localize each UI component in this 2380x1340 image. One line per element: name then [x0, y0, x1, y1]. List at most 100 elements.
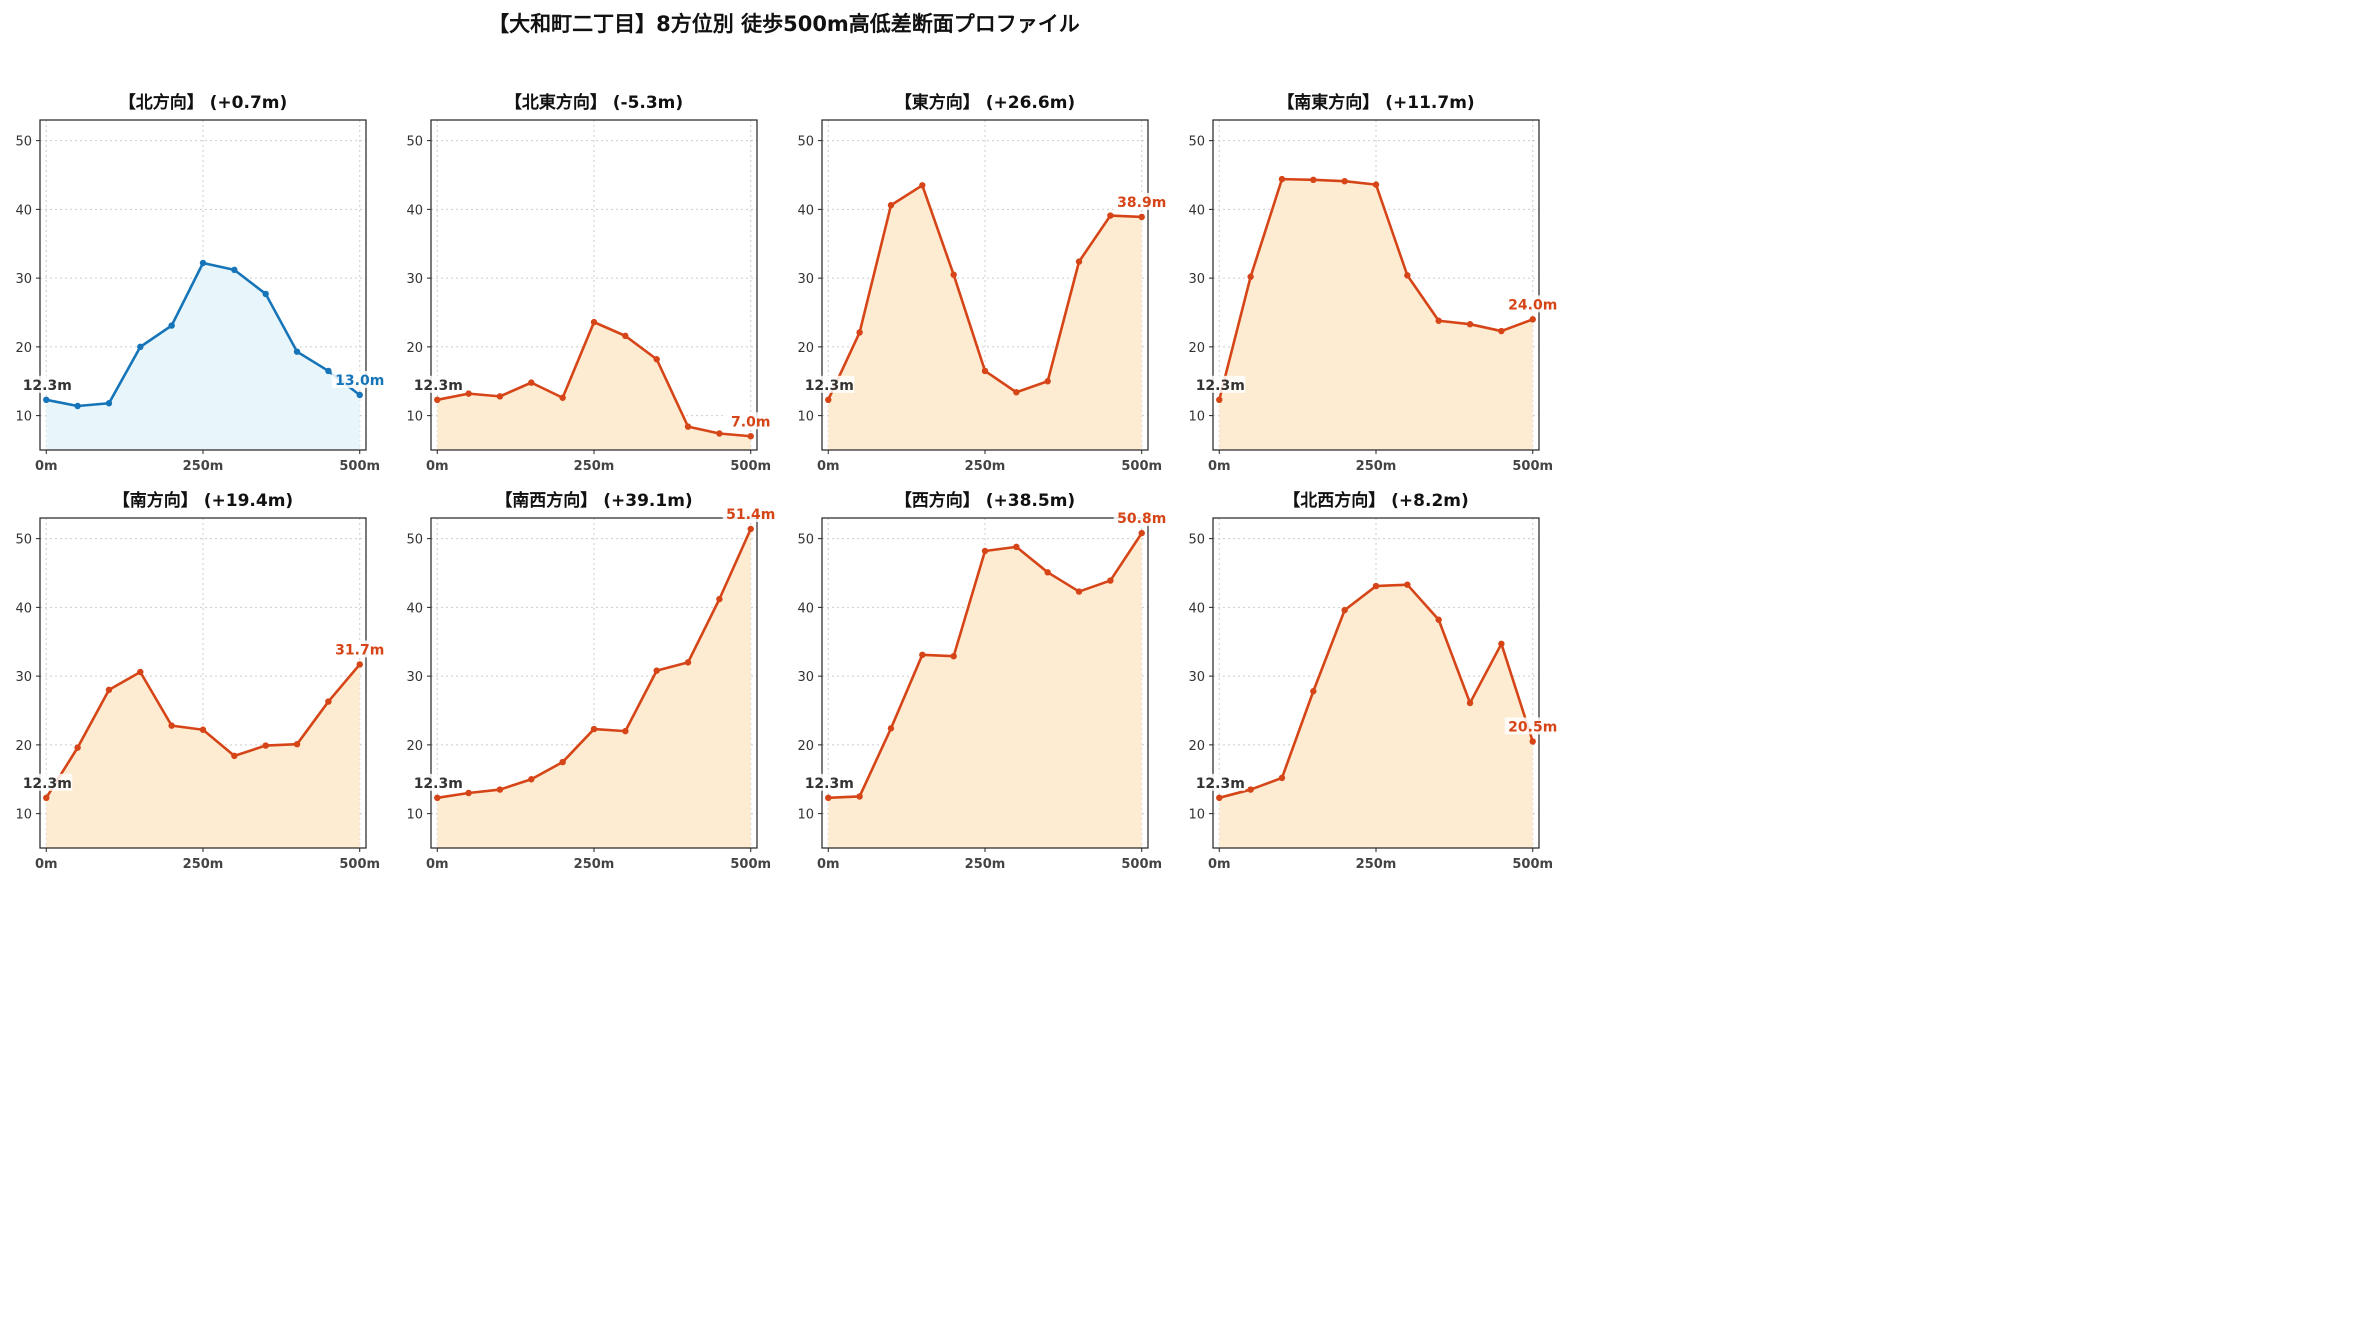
subplot-title: 【西方向】 (+38.5m) [895, 490, 1075, 511]
data-point [1310, 688, 1317, 695]
x-tick-label: 0m [1208, 459, 1231, 474]
x-tick-label: 0m [426, 857, 449, 872]
data-point [356, 661, 363, 668]
data-point [716, 595, 723, 603]
start-annotation: 12.3m [804, 773, 855, 792]
data-point [1278, 774, 1286, 782]
data-point [356, 391, 363, 399]
data-point [231, 752, 238, 760]
start-label: 12.3m [1196, 378, 1245, 394]
data-point [1466, 320, 1474, 328]
subplot-title: 【南西方向】 (+39.1m) [495, 490, 692, 511]
x-tick-label: 500m [730, 459, 771, 474]
end-annotation: 20.5m [1504, 717, 1561, 735]
y-tick-label: 20 [797, 341, 814, 356]
end-label: 38.9m [1117, 195, 1166, 211]
x-tick-label: 500m [339, 857, 380, 872]
data-point [325, 367, 332, 375]
x-tick-label: 500m [730, 857, 771, 872]
data-point [1341, 177, 1348, 185]
data-point [74, 402, 81, 410]
subplot-5: 【南方向】 (+19.4m) 0m 250m 500m 10 20 30 40 50 12.3m 3… [15, 490, 388, 872]
data-point [43, 396, 50, 404]
data-point [293, 740, 301, 748]
data-point [1435, 616, 1442, 623]
subplot-title: 【北東方向】 (-5.3m) [505, 92, 683, 113]
data-point [74, 744, 81, 751]
data-point [43, 794, 50, 802]
end-label: 50.8m [1117, 511, 1166, 527]
data-point [528, 776, 535, 783]
y-tick-label: 50 [406, 135, 423, 150]
subplot-3: 【東方向】 (+26.6m) 0m 250m 500m 10 20 30 40 50 12.3m 3… [797, 92, 1170, 474]
x-tick-label: 500m [1512, 459, 1553, 474]
start-annotation: 12.3m [1195, 773, 1246, 792]
data-point [887, 725, 895, 732]
x-tick-label: 250m [183, 459, 224, 474]
data-point [919, 651, 926, 659]
y-tick-label: 10 [15, 410, 32, 425]
y-tick-label: 10 [15, 808, 32, 823]
start-label-bg [413, 375, 464, 393]
data-point [684, 423, 692, 430]
data-point [1529, 316, 1536, 323]
start-label-bg [1195, 773, 1246, 791]
x-tick-label: 0m [426, 459, 449, 474]
elevation-area [46, 263, 360, 450]
data-point [1404, 272, 1411, 279]
y-tick-label: 50 [15, 533, 32, 548]
data-point [950, 271, 957, 278]
y-tick-label: 20 [406, 341, 423, 356]
data-point [622, 332, 629, 340]
data-point [262, 290, 269, 298]
data-point [919, 182, 926, 189]
end-label-bg [722, 505, 779, 522]
data-point [684, 659, 692, 666]
data-point [1372, 582, 1380, 590]
data-point [1075, 258, 1083, 265]
data-point [293, 348, 301, 355]
data-point [1044, 378, 1051, 385]
end-label-bg [1113, 192, 1170, 210]
subplot-title: 【南方向】 (+19.4m) [113, 490, 293, 511]
data-point [747, 525, 754, 533]
data-point [1404, 581, 1411, 588]
data-point [199, 259, 207, 267]
start-annotation: 12.3m [413, 773, 464, 792]
start-label-bg [22, 375, 73, 393]
y-tick-label: 40 [797, 601, 814, 616]
end-annotation: 50.8m [1113, 509, 1170, 527]
data-point [856, 793, 863, 800]
y-tick-label: 30 [1188, 670, 1205, 685]
x-tick-label: 250m [574, 857, 615, 872]
start-label: 12.3m [23, 378, 72, 394]
data-point [856, 329, 863, 336]
data-point [325, 698, 332, 705]
start-label: 12.3m [414, 378, 463, 394]
y-tick-label: 30 [1188, 272, 1205, 287]
figure-title: 【大和町二丁目】8方位別 徒歩500m高低差断面プロファイル [488, 12, 1080, 36]
end-label: 7.0m [731, 414, 770, 430]
end-annotation: 24.0m [1504, 295, 1561, 313]
end-label-bg [1113, 509, 1170, 527]
start-label-bg [1195, 375, 1246, 393]
start-annotation: 12.3m [22, 773, 73, 792]
subplot-4: 【南東方向】 (+11.7m) 0m 250m 500m 10 20 30 40 50 12.3m… [1188, 92, 1561, 474]
y-tick-label: 30 [406, 670, 423, 685]
elevation-area [828, 185, 1142, 450]
elevation-area [437, 529, 751, 848]
end-annotation: 13.0m [331, 371, 388, 389]
data-point [559, 758, 566, 766]
y-tick-label: 20 [406, 739, 423, 754]
data-point [262, 742, 269, 749]
end-annotation: 7.0m [722, 412, 779, 430]
y-tick-label: 10 [406, 410, 423, 425]
y-tick-label: 40 [1188, 601, 1205, 616]
end-annotation: 51.4m [722, 505, 779, 523]
end-label-bg [1504, 295, 1561, 313]
y-tick-label: 20 [1188, 739, 1205, 754]
data-point [528, 379, 535, 386]
y-tick-label: 30 [797, 670, 814, 685]
x-tick-label: 250m [1356, 459, 1397, 474]
